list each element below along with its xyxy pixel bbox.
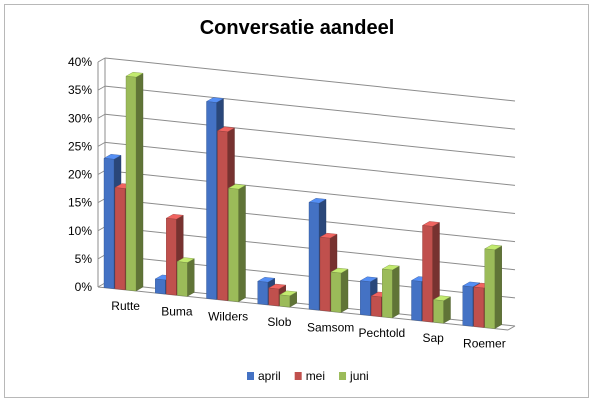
y-tick-label: 0% <box>75 280 93 294</box>
category-label: Samsom <box>307 320 354 334</box>
y-tick-label: 25% <box>68 139 92 153</box>
bar-wilders-juni <box>227 183 247 303</box>
category-label: Buma <box>161 304 193 318</box>
category-label: Wilders <box>208 310 248 324</box>
category-label: Pechtold <box>359 326 406 340</box>
legend-swatch <box>247 372 254 380</box>
gridline <box>104 141 516 186</box>
side-gridline <box>97 57 106 63</box>
y-tick-label: 10% <box>68 224 92 238</box>
side-gridline <box>97 85 106 91</box>
side-gridline <box>97 141 106 147</box>
category-label: Roemer <box>463 337 506 351</box>
gridline <box>104 113 516 158</box>
legend-label: juni <box>349 369 369 383</box>
bar-sap-juni <box>432 295 452 324</box>
legend-item-mei: mei <box>294 369 325 383</box>
bar-pechtold-juni <box>381 264 400 319</box>
floor-edge <box>507 325 516 331</box>
legend-swatch <box>339 372 347 380</box>
legend-label: mei <box>306 369 325 383</box>
y-tick-label: 35% <box>68 83 92 97</box>
gridline <box>104 57 516 102</box>
side-gridline <box>97 113 106 119</box>
legend-item-juni: juni <box>339 369 369 383</box>
y-tick-label: 5% <box>75 252 93 266</box>
y-tick-label: 30% <box>68 111 92 125</box>
category-label: Rutte <box>111 299 140 313</box>
legend-label: april <box>258 369 281 383</box>
y-tick-label: 20% <box>68 168 92 182</box>
category-label: Slob <box>267 315 291 329</box>
y-tick-label: 15% <box>68 196 92 210</box>
y-tick-label: 40% <box>68 55 92 69</box>
bar-roemer-juni <box>484 244 503 329</box>
gridline <box>104 85 516 130</box>
bar-slob-juni <box>279 290 298 308</box>
bar-samsom-juni <box>330 267 349 313</box>
gridline <box>104 170 516 214</box>
bar-buma-juni <box>176 257 195 297</box>
bar-rutte-juni <box>125 71 144 292</box>
category-label: Sap <box>422 331 444 345</box>
legend-swatch <box>294 372 302 380</box>
legend-item-april: april <box>247 369 281 383</box>
chart-title: Conversatie aandeel <box>200 17 395 39</box>
